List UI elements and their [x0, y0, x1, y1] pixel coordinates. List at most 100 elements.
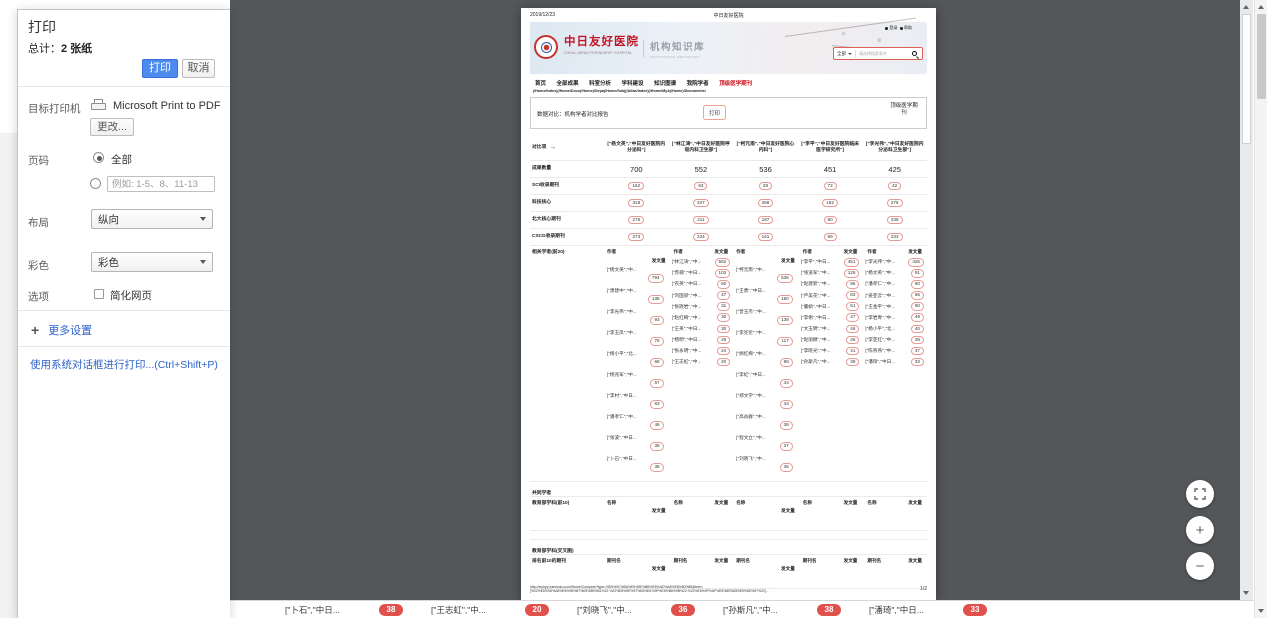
metric-value-cell: 347	[669, 195, 734, 211]
moe-subjects-row: 教育部学科(前10) 名称 发文量 名称 发文量 名称 发文量 名称 发文量 名称 发文量	[530, 497, 927, 531]
scholar-name: ["严美花","中...	[800, 292, 831, 298]
scholar-count-pill: 39	[650, 442, 664, 451]
metric-value-cell: 318	[604, 195, 669, 211]
change-destination-button[interactable]: 更改...	[90, 118, 134, 136]
cancel-button[interactable]: 取消	[182, 59, 215, 78]
metric-value-cell: 552	[669, 161, 734, 177]
metric-value-cell: 238	[862, 212, 927, 228]
count-column-header: 发文量	[843, 249, 858, 254]
scholar-entry: ["张道军","中... 125	[801, 269, 860, 278]
scholar-entry: ["潘琦","中日... 33	[865, 357, 924, 367]
scholar-name: ["顾红梅","中...	[736, 350, 766, 356]
scholar-count-pill: 138	[777, 316, 793, 325]
author-column-header: 作者	[867, 249, 877, 254]
page-print-button: 打印	[703, 105, 727, 120]
scholar-name: ["卜石","中日...	[607, 455, 637, 461]
section-label: 教育部学科(交叉图)	[532, 548, 574, 554]
count-badge: 38	[817, 604, 841, 616]
count-column-header: 发文量	[781, 257, 795, 263]
login-label: 登录	[889, 25, 898, 30]
scholar-entry: ["王英","中日... 30	[672, 324, 731, 334]
print-button[interactable]: 打印	[142, 59, 178, 78]
scholar-name: ["李亚红","中...	[865, 336, 896, 342]
count-pill: 238	[886, 215, 903, 225]
count-pill: 276	[628, 215, 645, 225]
scholar-list-column-2: 作者 发文量 ["柯元南","中... 536 ["王勇","中日... 180 ["曾玉杰…	[733, 246, 798, 481]
scholar-entry: ["张波","中日... 39	[607, 435, 666, 451]
scholar-entry: ["程文立","中... 37	[736, 435, 795, 451]
author-column-header: 期刊名	[736, 557, 750, 563]
zoom-in-button[interactable]: +	[1186, 516, 1214, 544]
scroll-down-arrow[interactable]	[1258, 609, 1264, 613]
scholar-name: ["赵红梅","中...	[671, 314, 702, 320]
scholar-name: ["赵建新","中...	[800, 281, 831, 287]
layout-select[interactable]: 纵向	[91, 209, 213, 229]
system-dialog-link[interactable]: 使用系统对话框进行打印...(Ctrl+Shift+P)	[30, 359, 218, 371]
scrollbar-thumb[interactable]	[1256, 14, 1266, 99]
color-select[interactable]: 彩色	[91, 252, 213, 272]
scholar-count-pill: 63	[650, 400, 664, 409]
scholar-count-pill: 136	[647, 295, 664, 304]
pages-range-input[interactable]	[107, 176, 215, 192]
nav-item-4: 知识图谱	[654, 81, 677, 87]
simplify-checkbox[interactable]	[94, 289, 104, 299]
moe-subjects-row-col-0: 名称 发文量	[604, 497, 669, 530]
scroll-down-arrow[interactable]	[1243, 591, 1249, 595]
count-column-header: 发文量	[781, 566, 795, 571]
page-behind-author: ["卜石","中日... 38	[285, 604, 403, 616]
scroll-up-arrow[interactable]	[1243, 5, 1249, 9]
scholar-name: ["赵丽娜","中...	[800, 336, 831, 342]
metric-value-cell: 358	[733, 195, 798, 211]
color-value: 彩色	[98, 256, 119, 269]
compare-col-label: 对比项 →	[530, 135, 604, 160]
metric-value-cell: 90	[798, 212, 863, 228]
count-column-header: 发文量	[843, 557, 858, 563]
divider	[18, 86, 230, 87]
preview-scrollbar[interactable]	[1240, 0, 1253, 600]
zoom-out-button[interactable]: −	[1186, 552, 1214, 580]
metric-value-cell: 425	[862, 161, 927, 177]
scholar-name: ["张波","中日...	[607, 434, 637, 440]
scholar-entry: ["李虹","中日... 44	[736, 372, 795, 388]
scholar-count-pill: 47	[846, 313, 860, 322]
pages-all-radio[interactable]	[93, 152, 104, 163]
pages-range-radio[interactable]	[90, 178, 101, 189]
scholar-count-pill: 67	[650, 379, 664, 388]
metric-label: SCI收录期刊	[532, 183, 560, 188]
count-pill: 72	[823, 181, 837, 191]
list-header: 期刊名 发文量	[865, 558, 924, 564]
scroll-up-arrow[interactable]	[1258, 5, 1264, 9]
moe-cross-row: 教育部学科(交叉图)	[530, 540, 927, 555]
search-bar: 全部 请选择搜索条件	[833, 47, 923, 60]
scrollbar-thumb[interactable]	[1241, 14, 1251, 144]
metric-value-cell: 224	[669, 229, 734, 245]
nav-item-2: 科室分析	[589, 81, 612, 87]
scholar-count-pill: 44	[779, 400, 793, 409]
top-journal-label: 顶级医学期刊	[890, 103, 918, 116]
related-scholars-label: 相关学者(前20)	[532, 250, 565, 255]
scholar-list-column-4: 作者 发文量 ["李光伟","中... 425 ["杨文英","中... 91 ["潘孝仁"…	[862, 246, 927, 481]
fit-to-page-button[interactable]	[1186, 480, 1214, 508]
window-scrollbar[interactable]	[1254, 0, 1267, 618]
count-pill: 318	[628, 198, 645, 208]
chevron-down-icon	[200, 260, 206, 264]
scholar-count-pill: 24	[717, 346, 731, 356]
chevron-down-icon	[848, 52, 852, 55]
count-pill: 90	[823, 215, 837, 225]
scholar-entry: ["李岩青","中... 49	[865, 313, 924, 322]
scholar-entry: ["杨明","中日... 29	[672, 335, 731, 345]
more-settings[interactable]: + 更多设置	[31, 322, 92, 338]
report-table: 对比项 → ["杨文英","中日友好医院内分泌科"] ["林江涛","中日友好医院呼吸…	[530, 135, 927, 589]
help-label: 帮助	[904, 25, 912, 30]
scholar-name: ["李晓光","中...	[800, 348, 831, 353]
scholar-name: ["高焱群","中...	[736, 413, 766, 419]
author-column-header: 名称	[736, 499, 746, 505]
top-journals-row-col-1: 期刊名 发文量	[669, 555, 734, 588]
count-badge: 33	[963, 604, 987, 616]
scholar-entry: ["曾玉杰","中... 138	[736, 309, 795, 325]
scholar-entry: ["顾红梅","中... 98	[736, 351, 795, 367]
scholar-entry: ["赵红梅","中... 30	[672, 313, 731, 322]
brand-block: 中日友好医院 CHINA-JAPAN FRIENDSHIP HOSPITAL	[564, 36, 639, 55]
metric-row-0: 成果数量 700 552 536 451 425	[530, 161, 927, 178]
